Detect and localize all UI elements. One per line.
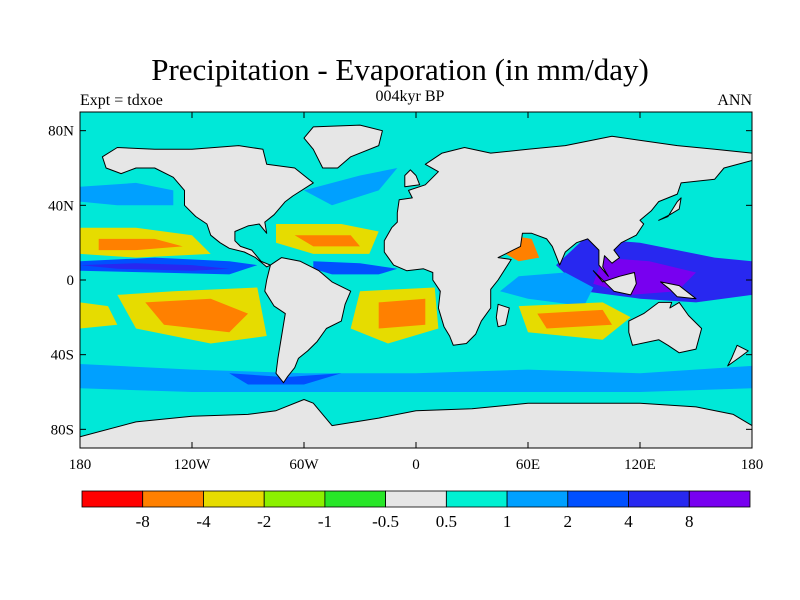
colorbar-swatch bbox=[263, 490, 326, 508]
colorbar-label: -1 bbox=[318, 512, 332, 531]
colorbar-swatch bbox=[688, 490, 751, 508]
land-greenland bbox=[304, 125, 383, 168]
colorbar-swatch bbox=[142, 490, 204, 508]
colorbar-swatch bbox=[445, 490, 508, 508]
x-tick-label: 120W bbox=[174, 457, 212, 473]
land-south-america bbox=[264, 257, 351, 383]
coast-north-america bbox=[101, 145, 314, 268]
coast-indonesia bbox=[592, 270, 637, 296]
field-itcz-pacific-core bbox=[80, 263, 230, 271]
field-storm-track-north-atlantic bbox=[304, 168, 398, 206]
colorbar-label: 1 bbox=[503, 512, 512, 531]
field-subtropical-dry-s-atlantic-core bbox=[378, 298, 426, 329]
coast-japan bbox=[658, 197, 682, 221]
coast-new-zealand bbox=[727, 344, 749, 367]
land-new-zealand bbox=[727, 345, 749, 366]
x-tick-label: 120E bbox=[624, 457, 656, 473]
y-tick-label: 80S bbox=[51, 422, 74, 438]
field-subtropical-dry-n-atlantic-core bbox=[294, 235, 360, 247]
field-southeast-pacific-dry bbox=[80, 302, 118, 329]
land-masks bbox=[80, 125, 752, 448]
x-tick-label: 180 bbox=[69, 457, 92, 473]
coast-new-guinea bbox=[660, 281, 697, 300]
land-indonesia bbox=[593, 270, 637, 295]
experiment-label: Expt = tdxoe bbox=[80, 92, 163, 109]
land-antarctica bbox=[80, 399, 752, 448]
land-new-guinea bbox=[660, 281, 696, 299]
coastlines bbox=[80, 124, 752, 448]
colorbar-label: -4 bbox=[196, 512, 211, 531]
colorbar-swatch bbox=[81, 490, 144, 508]
figure-title: Precipitation - Evaporation (in mm/day) bbox=[151, 52, 649, 87]
colorbar-label: 4 bbox=[624, 512, 633, 531]
y-tick-label: 40S bbox=[51, 348, 74, 364]
coast-australia bbox=[628, 301, 703, 354]
land-australia bbox=[628, 302, 702, 353]
field-indian-ocean-rain bbox=[500, 272, 594, 307]
map-panel bbox=[80, 112, 752, 448]
land-british-isles bbox=[404, 169, 420, 187]
colorbar-label: -8 bbox=[136, 512, 150, 531]
colorbar-swatch bbox=[385, 490, 447, 508]
field-subtropical-dry-s-pacific-core bbox=[145, 298, 248, 333]
colorbar-label: 0.5 bbox=[436, 512, 457, 531]
season-label: ANN bbox=[717, 92, 752, 109]
coast-madagascar bbox=[495, 303, 510, 328]
y-tick-label: 40N bbox=[48, 198, 74, 214]
colorbar-swatch bbox=[324, 490, 386, 508]
y-tick-label: 0 bbox=[67, 273, 75, 289]
y-tick-label: 80N bbox=[48, 124, 74, 140]
colorbar-swatch bbox=[628, 490, 690, 508]
x-tick-label: 180 bbox=[741, 457, 764, 473]
x-tick-label: 60E bbox=[516, 457, 540, 473]
colorbar-label: -0.5 bbox=[372, 512, 399, 531]
colorbar-label: 2 bbox=[564, 512, 573, 531]
coast-british-isles bbox=[404, 169, 421, 188]
field-storm-track-north-pacific bbox=[80, 182, 174, 206]
coast-eurasia-africa bbox=[383, 135, 752, 346]
coast-antarctica bbox=[80, 399, 752, 448]
colorbar: -8 -4 -2 -1 -0.5 0.5 1 2 4 8 bbox=[81, 490, 751, 531]
axis-ticks: 180 120W 60W 0 60E 120E 180 80N 40N 0 40S 80S bbox=[48, 112, 763, 473]
colorbar-swatch bbox=[506, 490, 569, 508]
x-tick-label: 60W bbox=[289, 457, 319, 473]
figure-subtitle: 004kyr BP bbox=[375, 88, 445, 105]
coast-greenland bbox=[303, 124, 383, 169]
field-southern-ocean-rain bbox=[80, 364, 752, 392]
field-itcz-atlantic bbox=[313, 261, 398, 275]
land-eurasia-africa bbox=[384, 136, 752, 346]
x-tick-label: 0 bbox=[412, 457, 420, 473]
colorbar-swatch bbox=[567, 490, 629, 508]
field-subtropical-dry-s-indian-core bbox=[537, 309, 612, 329]
coast-south-america bbox=[264, 257, 352, 384]
field-subtropical-dry-n-pacific-core bbox=[98, 238, 183, 251]
colorbar-swatch bbox=[203, 490, 265, 508]
colorbar-label: 8 bbox=[685, 512, 694, 531]
land-north-america bbox=[102, 145, 314, 267]
colorbar-label: -2 bbox=[257, 512, 271, 531]
